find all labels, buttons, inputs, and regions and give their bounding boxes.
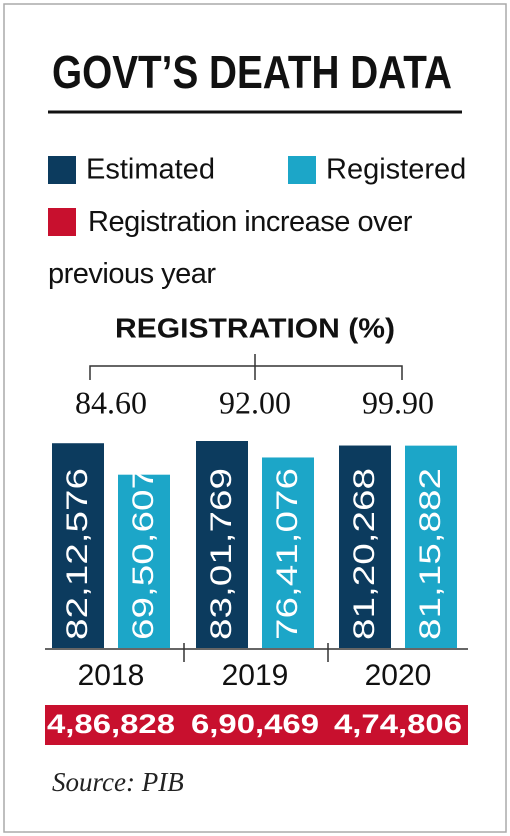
bar <box>339 445 391 648</box>
x-tick-label: 2020 <box>365 659 432 692</box>
bar <box>196 441 248 648</box>
bar <box>118 474 170 648</box>
legend-label: Registered <box>326 154 466 186</box>
x-tick-label: 2019 <box>222 659 289 692</box>
increase-label: 6,90,469 <box>191 709 319 739</box>
bar <box>262 457 314 648</box>
source: Source: PIB <box>52 767 184 797</box>
value-label: 82,12,576 <box>61 468 94 640</box>
percent-label: 99.90 <box>362 384 434 420</box>
registration-title: REGISTRATION (%) <box>115 312 395 343</box>
value-label: 83,01,769 <box>205 468 238 640</box>
bar <box>52 443 104 648</box>
bar <box>405 445 457 648</box>
increase-band <box>45 705 468 745</box>
percent-label: 84.60 <box>75 384 147 420</box>
legend-swatch <box>48 156 76 184</box>
bracket <box>89 354 403 380</box>
percent-label: 92.00 <box>219 384 291 420</box>
value-label: 69,50,607 <box>127 468 160 640</box>
legend-label: Estimated <box>86 154 215 186</box>
chart-title: GOVT’S DEATH DATA <box>52 46 452 98</box>
increase-label: 4,86,828 <box>47 709 175 739</box>
increase-label: 4,74,806 <box>334 709 462 739</box>
legend-swatch <box>288 156 316 184</box>
legend-label: Registration increase over previous year <box>48 206 412 290</box>
value-label: 81,20,268 <box>348 468 381 640</box>
frame <box>3 3 507 833</box>
value-label: 81,15,882 <box>414 468 447 640</box>
value-label: 76,41,076 <box>271 468 304 640</box>
legend-swatch <box>48 208 76 236</box>
x-tick-label: 2018 <box>78 659 145 692</box>
